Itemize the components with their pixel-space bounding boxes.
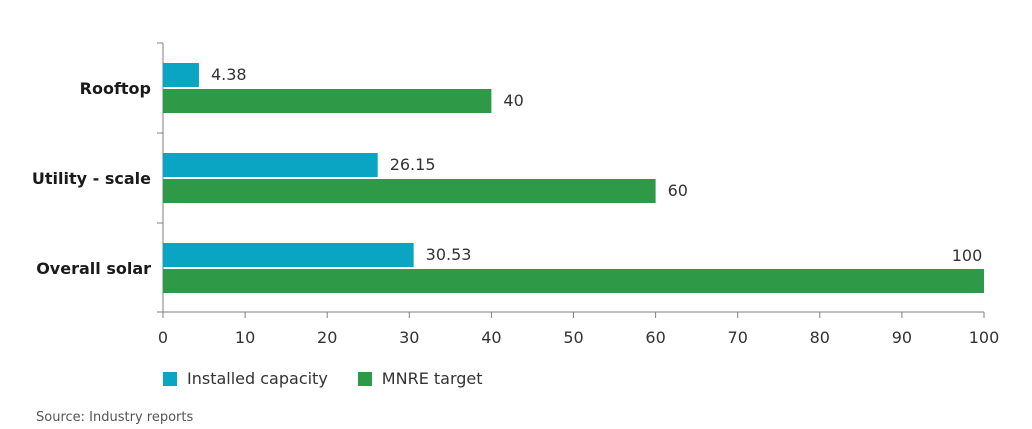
category-label-overall-solar: Overall solar (36, 259, 151, 278)
data-label-overall-solar-target: 100 (952, 246, 983, 265)
bar-overall-solar-installed (163, 243, 414, 267)
bar-utility-scale-target (163, 179, 656, 203)
legend-swatch-mnre-target (357, 371, 372, 386)
x-tick-label-30: 30 (399, 328, 419, 347)
data-label-utility-scale-target: 60 (668, 181, 688, 200)
bar-rooftop-installed (163, 63, 199, 87)
x-tick-label-90: 90 (892, 328, 912, 347)
bar-chart: 0 10 20 30 40 50 60 70 80 90 100 Rooftop 4.38 40 Utili… (32, 42, 1000, 347)
data-label-rooftop-target: 40 (503, 91, 523, 110)
x-tick-label-60: 60 (645, 328, 665, 347)
data-label-utility-scale-installed: 26.15 (390, 155, 436, 174)
legend-swatch-installed-capacity (163, 371, 177, 386)
data-label-rooftop-installed: 4.38 (211, 65, 247, 84)
x-tick-label-10: 10 (235, 328, 255, 347)
category-label-utility-scale: Utility - scale (32, 169, 151, 188)
category-label-rooftop: Rooftop (80, 79, 151, 98)
legend-item-installed-capacity: Installed capacity (163, 369, 328, 388)
x-tick-label-80: 80 (810, 328, 830, 347)
x-tick-label-100: 100 (969, 328, 1000, 347)
x-tick-label-70: 70 (728, 328, 748, 347)
bar-rooftop-target (163, 89, 492, 113)
legend-label-mnre-target: MNRE target (381, 369, 483, 388)
x-tick-label-40: 40 (481, 328, 501, 347)
source-note: Source: Industry reports (36, 410, 194, 425)
x-tick-label-20: 20 (317, 328, 337, 347)
legend-label-installed-capacity: Installed capacity (187, 369, 328, 388)
x-tick-label-0: 0 (158, 328, 168, 347)
x-tick-label-50: 50 (563, 328, 583, 347)
bar-utility-scale-installed (163, 153, 378, 177)
legend-item-mnre-target: MNRE target (357, 369, 483, 388)
bar-overall-solar-target (163, 269, 984, 293)
legend: Installed capacity MNRE target (163, 369, 513, 388)
data-label-overall-solar-installed: 30.53 (426, 245, 472, 264)
